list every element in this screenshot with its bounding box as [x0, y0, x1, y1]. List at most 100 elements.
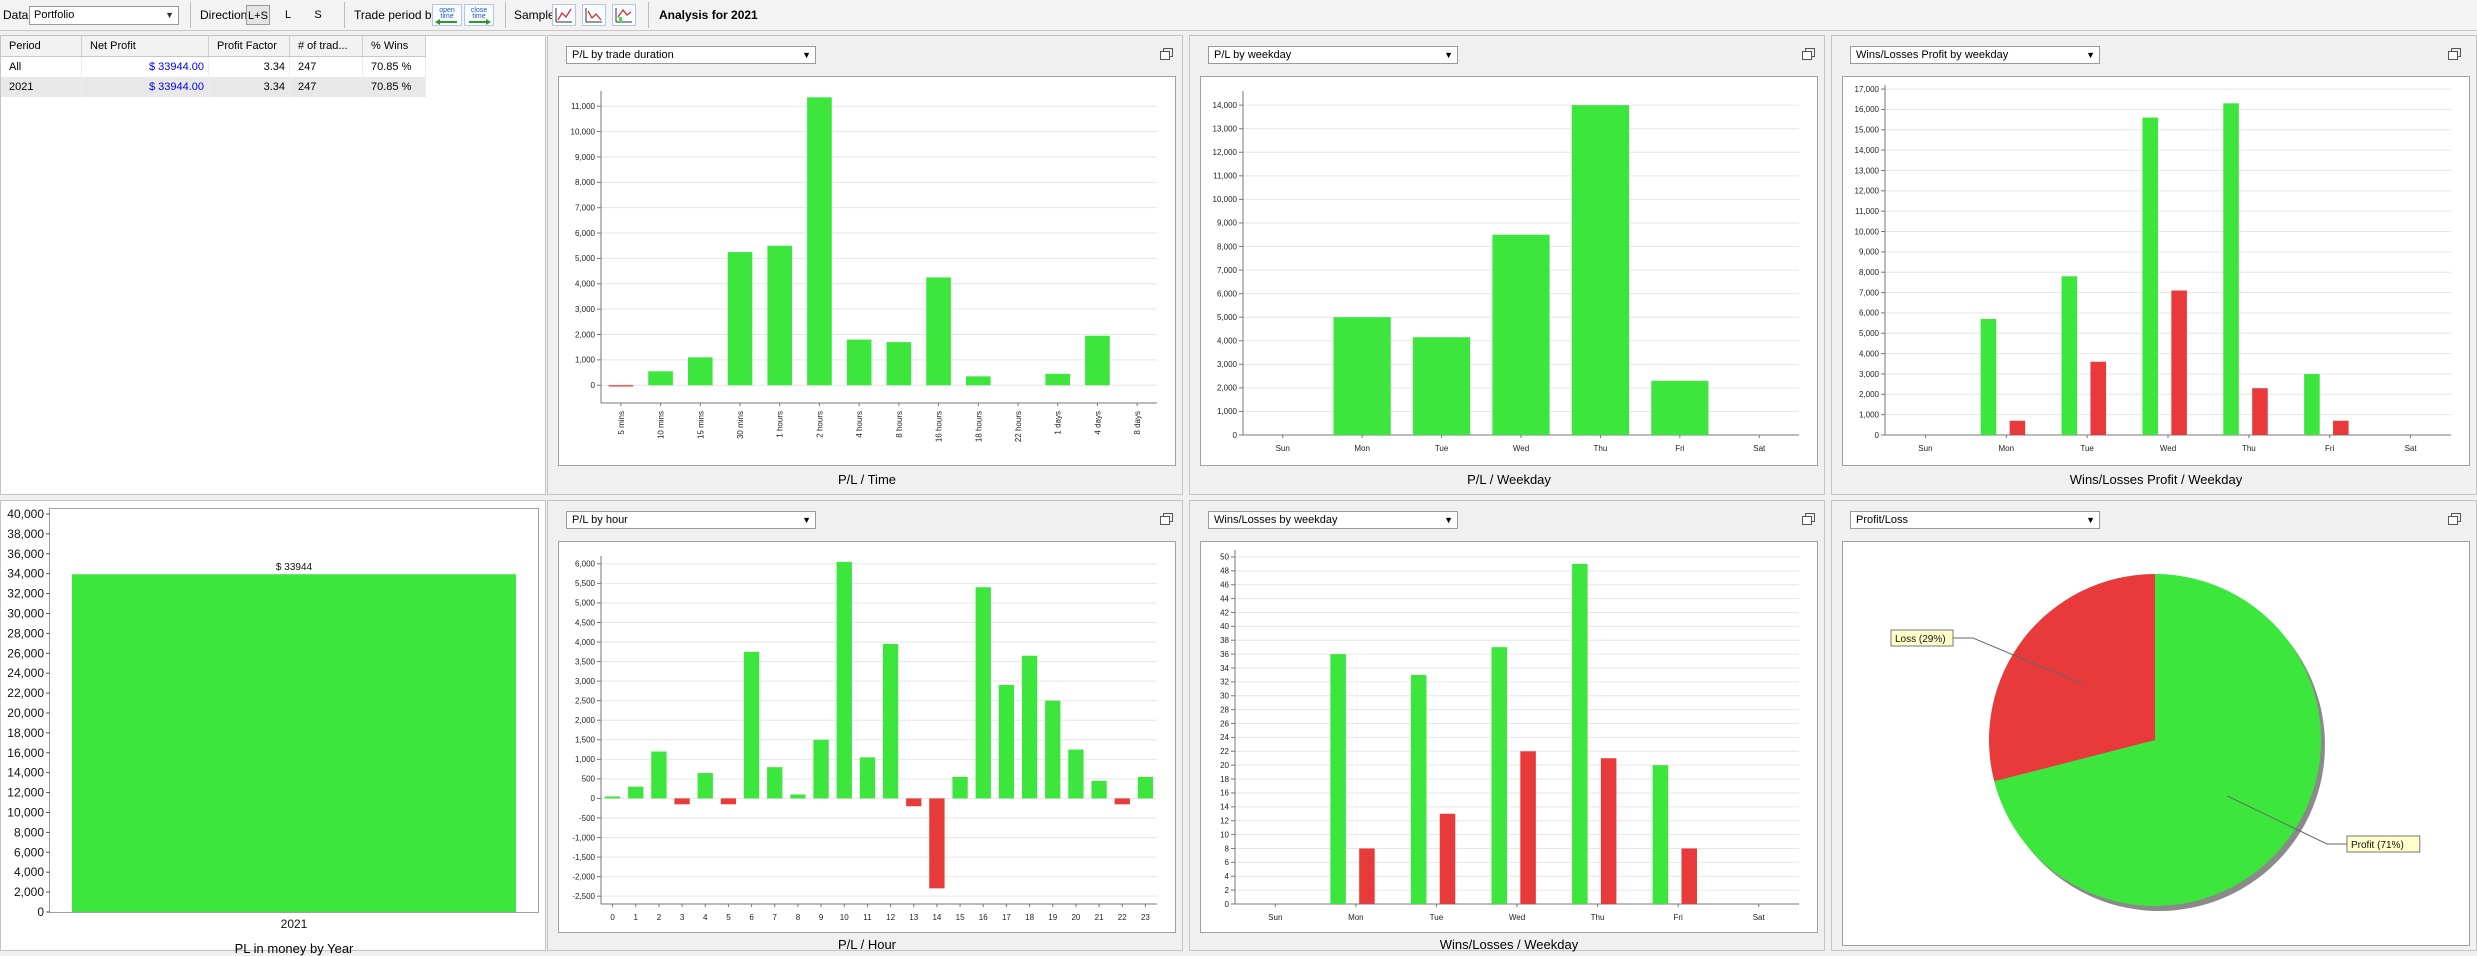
maximize-icon[interactable] [2448, 48, 2462, 60]
y-tick-label: 6,000 [1859, 309, 1880, 318]
y-tick-label: 14 [1220, 803, 1229, 812]
x-tick-label: 22 [1118, 913, 1127, 922]
column-header-period[interactable]: Period [1, 36, 82, 57]
wins-losses-profit-by-weekday-panel: Wins/Losses Profit by weekday ▼ 0 1,000 2,0… [1831, 35, 2477, 495]
sample-chart-icon-2[interactable] [582, 4, 606, 26]
maximize-icon[interactable] [1802, 513, 1816, 525]
x-tick-label: Tue [1430, 913, 1444, 922]
y-tick-label: 3,000 [1217, 360, 1238, 369]
maximize-icon[interactable] [1160, 48, 1174, 60]
y-tick-label: 16,000 [1855, 105, 1880, 114]
y-tick-label: 20 [1220, 761, 1229, 770]
maximize-icon[interactable] [1802, 48, 1816, 60]
chart-type-select-value: P/L by trade duration [572, 49, 674, 61]
y-tick-label: 5,000 [575, 599, 596, 608]
y-tick-label: 20,000 [7, 706, 44, 720]
maximize-icon[interactable] [1160, 513, 1174, 525]
pl-by-hour-plot: -2,500 -2,000 -1,500 -1,000 -500 0 500 1,000 1,5… [558, 541, 1176, 933]
close-time-icon[interactable]: close time [464, 4, 494, 26]
x-tick-label: Mon [1999, 444, 2015, 453]
sample-chart-icon-3[interactable] [612, 4, 636, 26]
x-tick-label: Mon [1348, 913, 1364, 922]
chart-type-select[interactable]: P/L by trade duration ▼ [566, 46, 816, 64]
bar [1021, 655, 1038, 799]
chart-type-select-value: P/L by weekday [1214, 49, 1292, 61]
bar [846, 339, 872, 386]
y-tick-label: 6,000 [14, 845, 44, 859]
bar [2171, 290, 2187, 435]
x-tick-label: Thu [1591, 913, 1605, 922]
wins-losses-by-weekday-plot: 0 2 4 6 8 10 12 14 16 18 20 22 24 26 28 30 32 34 36 38 40 42 4… [1200, 541, 1818, 933]
column-header-trades[interactable]: # of trad... [289, 36, 363, 57]
y-tick-label: 42 [1220, 608, 1229, 617]
close-time-icon-text: time [472, 13, 485, 20]
direction-s-button[interactable]: S [314, 9, 322, 21]
chart-type-select[interactable]: Profit/Loss ▼ [1850, 511, 2100, 529]
maximize-icon[interactable] [2448, 513, 2462, 525]
x-tick-label: 19 [1048, 913, 1057, 922]
x-tick-label: Fri [1675, 444, 1685, 453]
x-tick-label: 11 [863, 913, 872, 922]
y-tick-label: 3,000 [575, 677, 596, 686]
y-tick-label: 1,000 [1217, 407, 1238, 416]
x-tick-label: 23 [1141, 913, 1150, 922]
chart-type-select[interactable]: P/L by hour ▼ [566, 511, 816, 529]
chart-type-select[interactable]: Wins/Losses by weekday ▼ [1208, 511, 1458, 529]
chevron-down-icon: ▼ [802, 515, 811, 525]
cell-period: 2021 [1, 77, 82, 97]
direction-ls-button[interactable]: L+S [246, 5, 270, 25]
x-tick-label: 4 days [1093, 411, 1102, 435]
sample-chart-icon-1[interactable] [552, 4, 576, 26]
y-tick-label: 32,000 [7, 587, 44, 601]
y-tick-label: 10 [1220, 830, 1229, 839]
y-tick-label: 5,000 [1859, 329, 1880, 338]
y-tick-label: 38,000 [7, 527, 44, 541]
y-tick-label: 1,000 [575, 755, 596, 764]
direction-l-button[interactable]: L [284, 9, 292, 21]
table-row[interactable]: 2021 $ 33944.00 3.34 247 70.85 % [1, 77, 426, 97]
x-tick-label: 14 [932, 913, 941, 922]
y-tick-label: 6,000 [575, 229, 596, 238]
x-tick-label: Wed [1513, 444, 1529, 453]
x-tick-label: 4 [703, 913, 708, 922]
x-tick-label: 13 [909, 913, 918, 922]
column-header-profit-factor[interactable]: Profit Factor [208, 36, 290, 57]
y-tick-label: 30 [1220, 692, 1229, 701]
x-tick-label: Sun [1268, 913, 1282, 922]
column-header-wins[interactable]: % Wins [362, 36, 426, 57]
bar [1091, 780, 1107, 799]
x-tick-label: 2021 [281, 917, 308, 931]
table-row[interactable]: All $ 33944.00 3.34 247 70.85 % [1, 56, 426, 77]
y-tick-label: 0 [1875, 431, 1880, 440]
y-tick-label: 7,000 [575, 203, 596, 212]
bar [1333, 317, 1391, 435]
close-time-icon-text: close [471, 7, 487, 14]
chart-title: P/L / Hour [837, 937, 897, 952]
y-tick-label: 5,000 [1217, 313, 1238, 322]
analysis-title: Analysis for 2021 [659, 8, 758, 22]
y-tick-label: -500 [579, 814, 596, 823]
y-tick-label: 6,000 [575, 560, 596, 569]
toolbar-separator [344, 2, 345, 28]
bar [608, 385, 634, 387]
pl-by-year-panel: 0 2,000 4,000 6,000 8,000 10,000 12,000 14,000 1… [0, 500, 546, 956]
y-tick-label: 8 [1225, 844, 1230, 853]
bar [628, 786, 644, 799]
x-tick-label: 21 [1095, 913, 1104, 922]
period-table: Period Net Profit Profit Factor # of tra… [0, 35, 546, 495]
pl-by-trade-duration-plot: 0 1,000 2,000 3,000 4,000 5,000 6,000 7,000 8,00… [558, 76, 1176, 466]
bar [2333, 420, 2349, 435]
pie-label: Loss (29%) [1895, 634, 1946, 645]
open-time-icon[interactable]: open time [432, 4, 462, 26]
bar [1651, 380, 1709, 435]
column-header-net-profit[interactable]: Net Profit [81, 36, 209, 57]
y-tick-label: 7,000 [1217, 266, 1238, 275]
bar [926, 277, 951, 386]
data-select[interactable]: Portfolio ▼ [29, 6, 179, 25]
y-tick-label: -1,000 [572, 833, 595, 842]
x-tick-label: 10 mins [657, 411, 666, 439]
chart-type-select[interactable]: Wins/Losses Profit by weekday ▼ [1850, 46, 2100, 64]
x-tick-label: 5 [726, 913, 731, 922]
chart-type-select[interactable]: P/L by weekday ▼ [1208, 46, 1458, 64]
bar [906, 798, 922, 807]
